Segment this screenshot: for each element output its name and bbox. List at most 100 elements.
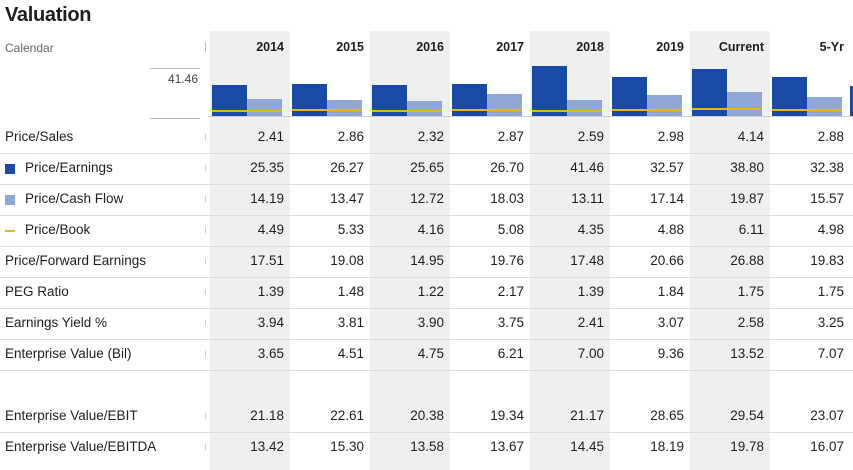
table-cell: 2.58: [737, 315, 764, 330]
column-header: 2016: [416, 40, 444, 54]
table-cell: 1.48: [337, 284, 364, 299]
column-header: 5-Yr: [819, 40, 844, 54]
table-cell: 3.25: [817, 315, 844, 330]
price-cash-flow-bar: [407, 101, 442, 116]
row-divider: [0, 370, 853, 371]
price-cash-flow-legend-swatch: [5, 195, 15, 205]
row-divider-tick: [205, 289, 206, 295]
table-cell: 16.07: [810, 439, 844, 454]
table-cell: 14.19: [250, 191, 284, 206]
table-cell: 13.11: [571, 191, 604, 206]
table-cell: 3.65: [257, 346, 284, 361]
price-cash-flow-bar: [487, 94, 522, 116]
row-divider: [0, 184, 853, 185]
table-cell: 1.39: [577, 284, 604, 299]
price-cash-flow-bar: [807, 97, 842, 116]
price-earnings-bar: [532, 66, 567, 116]
price-book-line: [612, 109, 682, 111]
table-cell: 17.51: [250, 253, 284, 268]
chart-scale-box: 41.46: [150, 68, 200, 119]
table-cell: 26.27: [330, 160, 364, 175]
row-divider-tick: [205, 165, 206, 171]
table-cell: 19.83: [810, 253, 844, 268]
table-cell: 32.38: [810, 160, 844, 175]
table-cell: 2.98: [657, 129, 684, 144]
price-cash-flow-bar: [727, 92, 762, 116]
table-cell: 4.98: [817, 222, 844, 237]
price-cash-flow-bar: [567, 100, 602, 116]
row-divider-tick: [205, 196, 206, 202]
column-header: Current: [718, 40, 764, 54]
table-cell: 20.66: [650, 253, 684, 268]
price-book-line: [692, 108, 762, 110]
table-cell: 2.41: [257, 129, 284, 144]
price-earnings-legend-swatch: [5, 164, 15, 174]
table-cell: 19.34: [490, 408, 524, 423]
row-divider-tick: [205, 444, 206, 450]
table-cell: 3.81: [337, 315, 364, 330]
row-divider-tick: [205, 351, 206, 357]
table-cell: 28.65: [650, 408, 684, 423]
calendar-label: Calendar: [5, 41, 54, 55]
row-label: Enterprise Value/EBITDA: [5, 439, 157, 454]
table-cell: 3.94: [257, 315, 284, 330]
table-cell: 4.51: [337, 346, 364, 361]
table-cell: 4.75: [417, 346, 444, 361]
row-divider-tick: [205, 413, 206, 419]
row-divider: [0, 432, 853, 433]
column-header: 2017: [496, 40, 524, 54]
table-cell: 7.07: [817, 346, 844, 361]
column-header: 2014: [256, 40, 284, 54]
table-cell: 13.42: [250, 439, 284, 454]
chart-max-label: 41.46: [167, 72, 198, 86]
price-book-legend-line: [5, 230, 15, 232]
price-book-line: [292, 109, 362, 111]
table-cell: 2.88: [817, 129, 844, 144]
price-earnings-bar: [292, 84, 327, 116]
table-cell: 2.41: [577, 315, 604, 330]
row-divider-tick: [205, 258, 206, 264]
row-label: Price/Cash Flow: [25, 191, 124, 206]
row-divider-tick: [205, 134, 206, 140]
table-cell: 26.70: [490, 160, 524, 175]
row-label: Price/Book: [25, 222, 91, 237]
table-cell: 4.14: [737, 129, 764, 144]
table-cell: 19.76: [490, 253, 524, 268]
table-cell: 4.35: [577, 222, 604, 237]
table-cell: 4.16: [417, 222, 444, 237]
row-divider: [0, 277, 853, 278]
table-cell: 15.57: [810, 191, 844, 206]
table-cell: 19.87: [730, 191, 764, 206]
row-divider: [0, 246, 853, 247]
chart-overflow-bar: [850, 86, 853, 116]
table-cell: 13.67: [490, 439, 524, 454]
table-cell: 13.58: [410, 439, 444, 454]
table-cell: 9.36: [657, 346, 684, 361]
page-title: Valuation: [5, 4, 92, 26]
price-book-line: [532, 110, 602, 112]
row-label: Enterprise Value/EBIT: [5, 408, 138, 423]
table-cell: 4.88: [657, 222, 684, 237]
table-cell: 19.08: [330, 253, 364, 268]
table-cell: 21.17: [570, 408, 604, 423]
table-cell: 14.95: [410, 253, 444, 268]
table-cell: 3.90: [417, 315, 444, 330]
price-book-line: [452, 109, 522, 111]
table-cell: 25.35: [250, 160, 284, 175]
column-header: 2018: [576, 40, 604, 54]
row-label: PEG Ratio: [5, 284, 69, 299]
table-cell: 1.39: [257, 284, 284, 299]
table-cell: 23.07: [810, 408, 844, 423]
table-cell: 17.14: [650, 191, 684, 206]
row-divider: [0, 215, 853, 216]
table-cell: 1.22: [417, 284, 444, 299]
table-cell: 5.33: [337, 222, 364, 237]
table-cell: 26.88: [730, 253, 764, 268]
row-label: Price/Forward Earnings: [5, 253, 147, 268]
table-cell: 6.11: [738, 222, 764, 237]
header-divider: [205, 42, 206, 52]
table-cell: 13.47: [330, 191, 364, 206]
table-cell: 1.84: [657, 284, 684, 299]
table-cell: 29.54: [730, 408, 764, 423]
price-book-line: [772, 109, 842, 111]
